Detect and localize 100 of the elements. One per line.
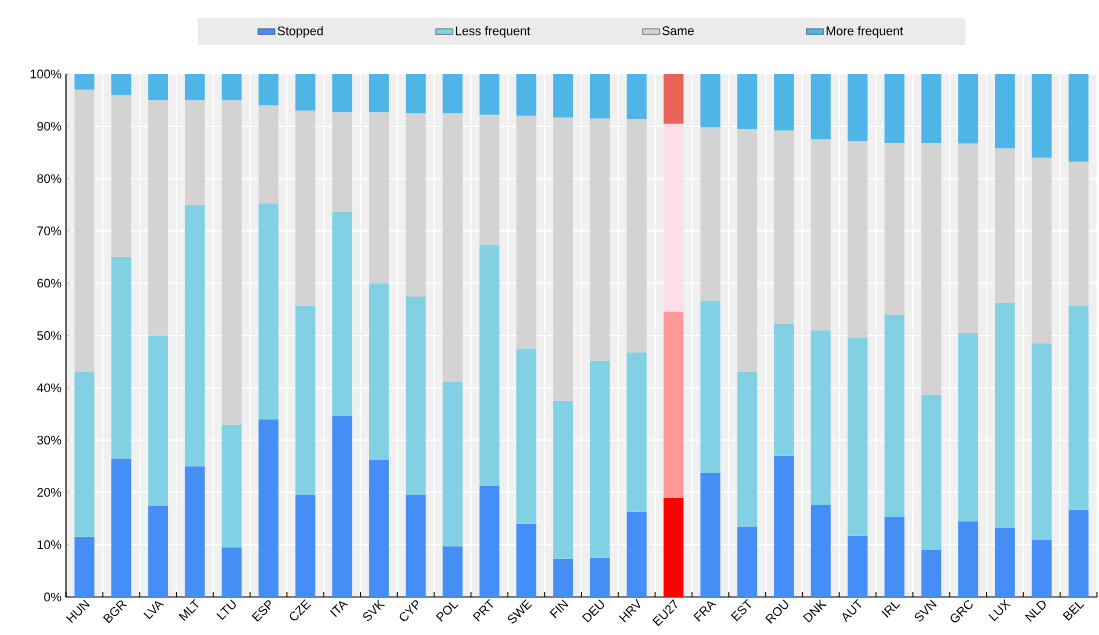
- bar: [663, 497, 684, 597]
- bar: [148, 74, 168, 101]
- legend-label: Less frequent: [455, 26, 531, 38]
- bar: [295, 495, 316, 597]
- y-tick-label: 60%: [37, 278, 62, 288]
- x-tick-label: ITA: [329, 601, 349, 617]
- bar: [148, 335, 168, 506]
- legend-label: Same: [662, 26, 694, 36]
- bar: [479, 114, 500, 245]
- bar: [847, 74, 868, 141]
- bar: [737, 372, 758, 527]
- x-tick-label: LTU: [216, 599, 236, 621]
- bar: [737, 74, 758, 129]
- bar: [516, 115, 537, 349]
- bar: [295, 305, 316, 496]
- bar: [74, 536, 95, 597]
- bar: [737, 526, 758, 597]
- y-tick-label: 40%: [37, 383, 62, 393]
- legend-label: More frequent: [826, 26, 904, 38]
- bar: [516, 523, 537, 597]
- bar: [994, 303, 1015, 528]
- bar: [1068, 305, 1089, 510]
- bar: [921, 549, 942, 597]
- bar: [258, 74, 279, 106]
- bar: [810, 139, 831, 331]
- y-tick-label: 20%: [37, 488, 62, 497]
- bar: [479, 244, 500, 487]
- bar: [258, 105, 279, 204]
- bar: [405, 113, 426, 297]
- bar: [1068, 509, 1089, 597]
- bar: [847, 535, 868, 597]
- bar: [184, 466, 205, 597]
- bar: [369, 283, 389, 460]
- bar: [994, 74, 1015, 149]
- bar: [332, 112, 353, 213]
- legend-label: Stopped: [277, 26, 323, 38]
- bar: [184, 204, 205, 467]
- bar: [332, 212, 353, 416]
- x-tick-label: IRL: [881, 602, 901, 618]
- x-tick-label: FRA: [693, 601, 717, 622]
- bar: [221, 74, 242, 101]
- bar: [884, 74, 905, 144]
- bar: [405, 296, 426, 496]
- bar: [700, 473, 721, 597]
- bar: [479, 486, 500, 597]
- bar: [553, 400, 574, 559]
- bar: [442, 546, 463, 597]
- bar: [774, 130, 794, 324]
- x-tick-label: BEL: [1062, 602, 1085, 621]
- y-tick-label: 30%: [37, 435, 62, 445]
- bar: [258, 203, 279, 420]
- bar: [442, 113, 463, 382]
- y-tick-label: 80%: [37, 174, 62, 184]
- bar: [184, 100, 205, 205]
- bar: [405, 495, 426, 597]
- bar: [589, 118, 610, 361]
- bar: [553, 74, 574, 118]
- bar: [994, 148, 1015, 304]
- bar: [111, 94, 132, 258]
- bar: [148, 505, 168, 597]
- bar: [663, 311, 684, 498]
- x-tick-label: FIN: [549, 599, 569, 619]
- bar: [847, 338, 868, 536]
- bar: [258, 419, 279, 597]
- bar: [111, 74, 132, 95]
- y-tick-label: 70%: [37, 226, 62, 236]
- bar: [663, 74, 684, 124]
- bar: [958, 521, 979, 597]
- bar: [626, 118, 647, 353]
- bar: [553, 558, 574, 597]
- x-tick-label: LVA: [143, 601, 165, 620]
- bar: [221, 424, 242, 548]
- bar: [921, 74, 942, 144]
- bar: [884, 516, 905, 597]
- bar: [700, 300, 721, 474]
- bar: [737, 128, 758, 373]
- bar: [663, 123, 684, 312]
- bar: [442, 381, 463, 547]
- bar: [1068, 161, 1089, 306]
- bar: [921, 394, 942, 550]
- bar: [921, 143, 942, 395]
- bar: [74, 74, 95, 90]
- bar: [810, 504, 831, 597]
- bar: [884, 143, 905, 315]
- y-tick-label: 90%: [37, 121, 62, 131]
- y-tick-label: 10%: [37, 540, 62, 550]
- bar: [295, 74, 316, 111]
- bar: [405, 74, 426, 114]
- bar: [369, 459, 389, 597]
- bar: [74, 89, 95, 373]
- bar: [332, 415, 353, 597]
- bar: [589, 74, 610, 119]
- bar: [958, 143, 979, 333]
- bar: [847, 140, 868, 339]
- bar: [221, 547, 242, 597]
- bar: [111, 458, 132, 597]
- bar: [111, 257, 132, 459]
- bar: [148, 100, 168, 336]
- y-tick-label: 100%: [30, 69, 62, 79]
- bar: [1031, 343, 1052, 540]
